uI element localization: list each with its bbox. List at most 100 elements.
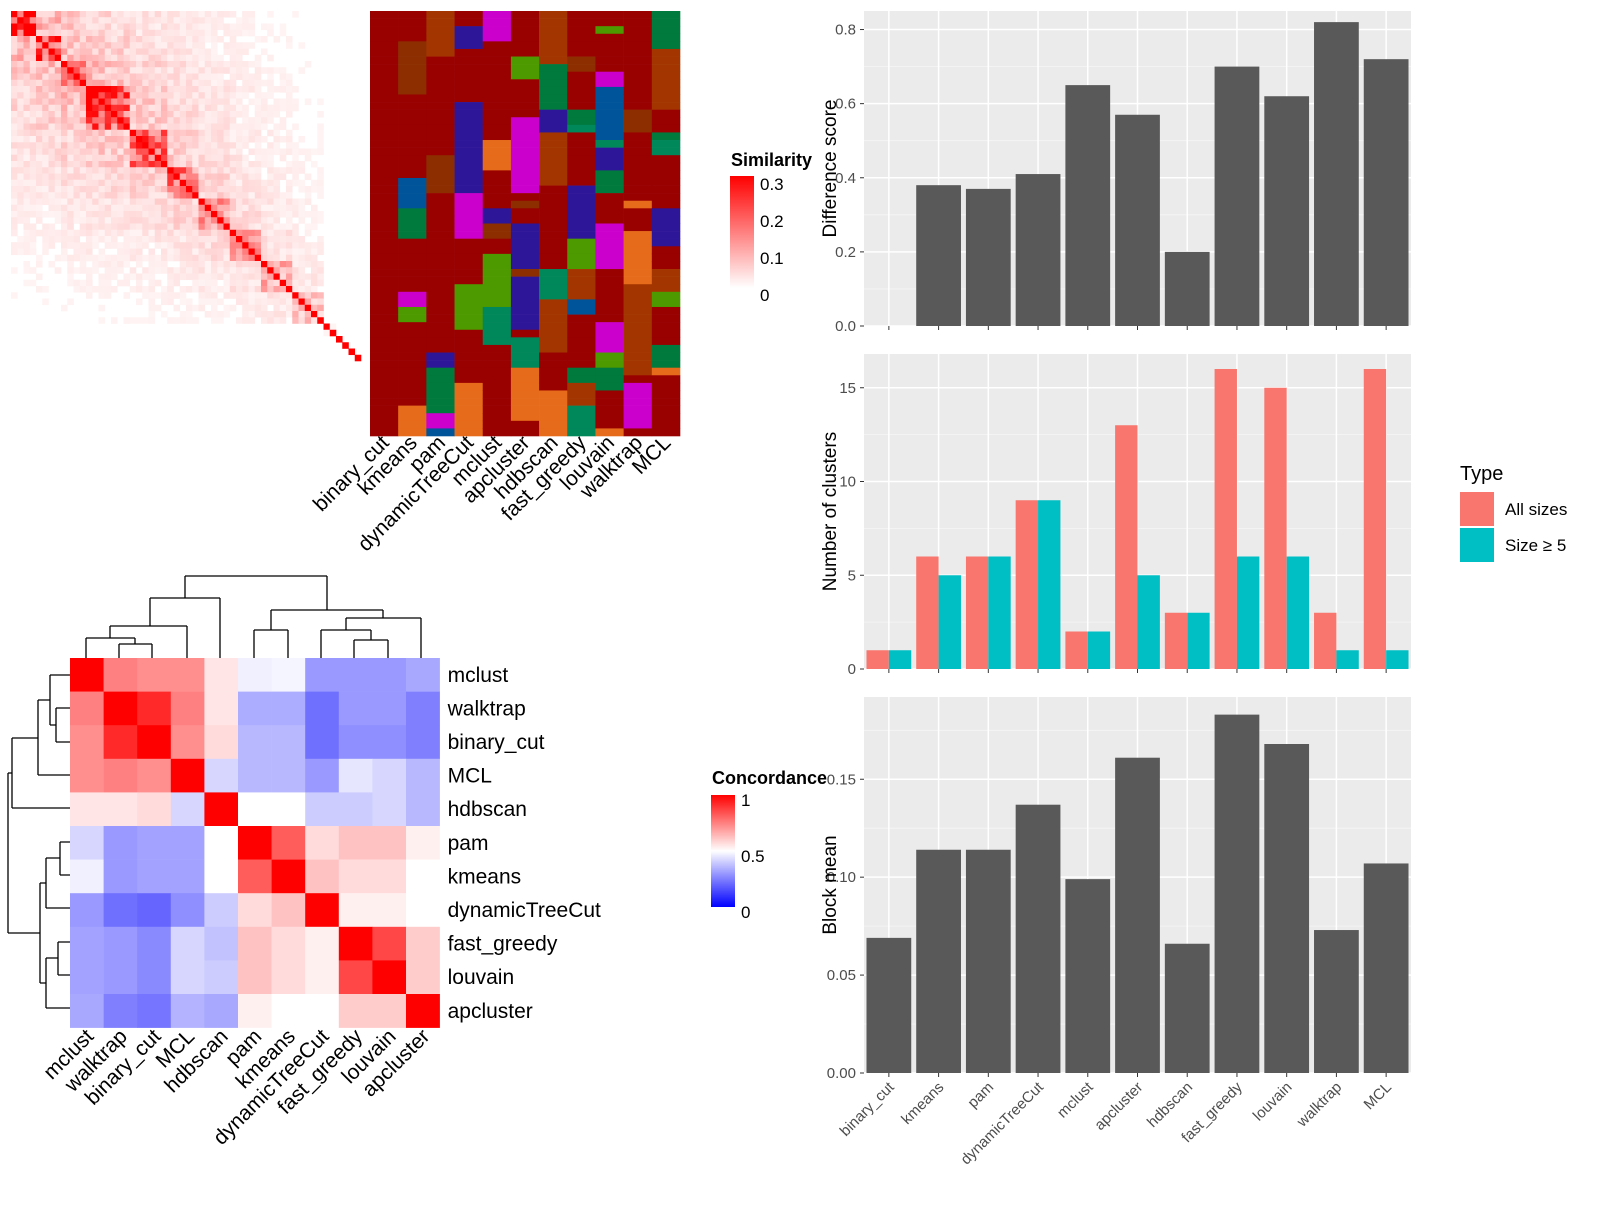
similarity-cell	[261, 317, 268, 324]
similarity-cell	[248, 236, 256, 243]
cluster-label-cell	[454, 132, 484, 141]
similarity-cell	[48, 17, 56, 24]
similarity-cell	[173, 167, 181, 174]
similarity-cell	[217, 111, 224, 118]
similarity-cell	[279, 73, 287, 81]
similarity-cell	[117, 254, 124, 262]
similarity-cell	[11, 29, 18, 37]
similarity-cell	[273, 179, 281, 187]
similarity-cell	[186, 304, 193, 312]
similarity-cell	[129, 111, 137, 118]
legend-label: Size ≥ 5	[1505, 536, 1566, 555]
similarity-cell	[11, 217, 18, 224]
similarity-cell	[173, 129, 181, 137]
similarity-cell	[173, 317, 181, 324]
similarity-cell	[279, 223, 287, 231]
similarity-cell	[29, 154, 37, 162]
similarity-cell	[129, 236, 137, 243]
similarity-cell	[117, 23, 124, 31]
similarity-cell	[273, 223, 281, 231]
similarity-cell	[136, 242, 143, 249]
similarity-cell	[67, 254, 74, 262]
cluster-label-cell	[510, 344, 540, 353]
cluster-label-cell	[426, 238, 455, 247]
similarity-cell	[17, 148, 24, 156]
column-dendrogram-branch	[118, 643, 153, 658]
similarity-cell	[192, 317, 199, 324]
similarity-cell	[217, 311, 224, 318]
similarity-cell	[154, 73, 162, 81]
similarity-cell	[248, 317, 256, 324]
similarity-cell	[211, 142, 218, 149]
similarity-cell	[129, 86, 137, 93]
cluster-label-cell	[426, 231, 455, 239]
cluster-label-cell	[454, 64, 484, 73]
similarity-cell	[48, 104, 56, 112]
similarity-cell	[204, 36, 212, 43]
similarity-cell	[186, 86, 193, 93]
cluster-label-cell	[398, 208, 427, 217]
similarity-cell	[236, 223, 243, 231]
similarity-cell	[42, 198, 49, 206]
similarity-cell	[223, 67, 231, 74]
cluster-label-cell	[398, 26, 427, 35]
cluster-label-cell	[482, 147, 512, 156]
similarity-cell	[286, 304, 293, 312]
similarity-cell	[11, 229, 18, 237]
cluster-label-cell	[370, 18, 399, 27]
similarity-cell	[92, 111, 99, 118]
cluster-label-cell	[398, 41, 427, 50]
similarity-cell	[23, 111, 31, 118]
similarity-cell	[167, 242, 174, 249]
cluster-label-cell	[426, 177, 455, 186]
similarity-cell	[11, 173, 18, 181]
similarity-cell	[123, 48, 131, 56]
similarity-cell	[67, 73, 74, 81]
similarity-cell	[254, 192, 262, 199]
cluster-label-cell	[454, 299, 484, 308]
similarity-cell	[242, 273, 249, 281]
similarity-cell	[211, 42, 218, 49]
similarity-cell	[223, 61, 231, 68]
cluster-label-cell	[482, 253, 512, 262]
cluster-label-cell	[567, 329, 596, 338]
similarity-cell	[104, 273, 112, 281]
cluster-label-cell	[595, 56, 624, 65]
similarity-cell	[111, 98, 118, 106]
similarity-cell	[242, 92, 249, 99]
similarity-cell	[192, 79, 199, 87]
similarity-cell	[242, 204, 249, 212]
similarity-cell	[223, 279, 231, 287]
similarity-cell	[117, 242, 124, 249]
similarity-cell	[204, 29, 212, 37]
similarity-cell	[211, 223, 218, 231]
concordance-cell	[372, 926, 407, 961]
cluster-label-cell	[567, 306, 596, 315]
similarity-cell	[211, 104, 218, 112]
similarity-cell	[73, 86, 81, 93]
similarity-cell	[179, 117, 187, 124]
similarity-cell	[217, 98, 224, 106]
cluster-label-cell	[370, 276, 399, 285]
similarity-cell	[248, 286, 256, 293]
cluster-label-cell	[539, 162, 568, 171]
similarity-cell	[236, 148, 243, 156]
similarity-cell	[179, 173, 187, 181]
similarity-cell	[136, 17, 143, 24]
concordance-cell	[238, 792, 272, 827]
similarity-cell	[173, 67, 181, 74]
similarity-cell	[29, 248, 37, 256]
similarity-cell	[142, 229, 149, 237]
similarity-cell	[79, 186, 87, 193]
similarity-cell	[42, 129, 49, 137]
cluster-label-cell	[567, 140, 596, 148]
similarity-cell	[92, 217, 99, 224]
similarity-cell	[136, 317, 143, 324]
cluster-label-cell	[651, 147, 681, 156]
similarity-cell	[104, 136, 112, 143]
cluster-label-cell	[370, 405, 399, 414]
similarity-cell	[273, 217, 281, 224]
similarity-cell	[173, 242, 181, 249]
similarity-cell	[204, 242, 212, 249]
similarity-cell	[61, 104, 68, 112]
